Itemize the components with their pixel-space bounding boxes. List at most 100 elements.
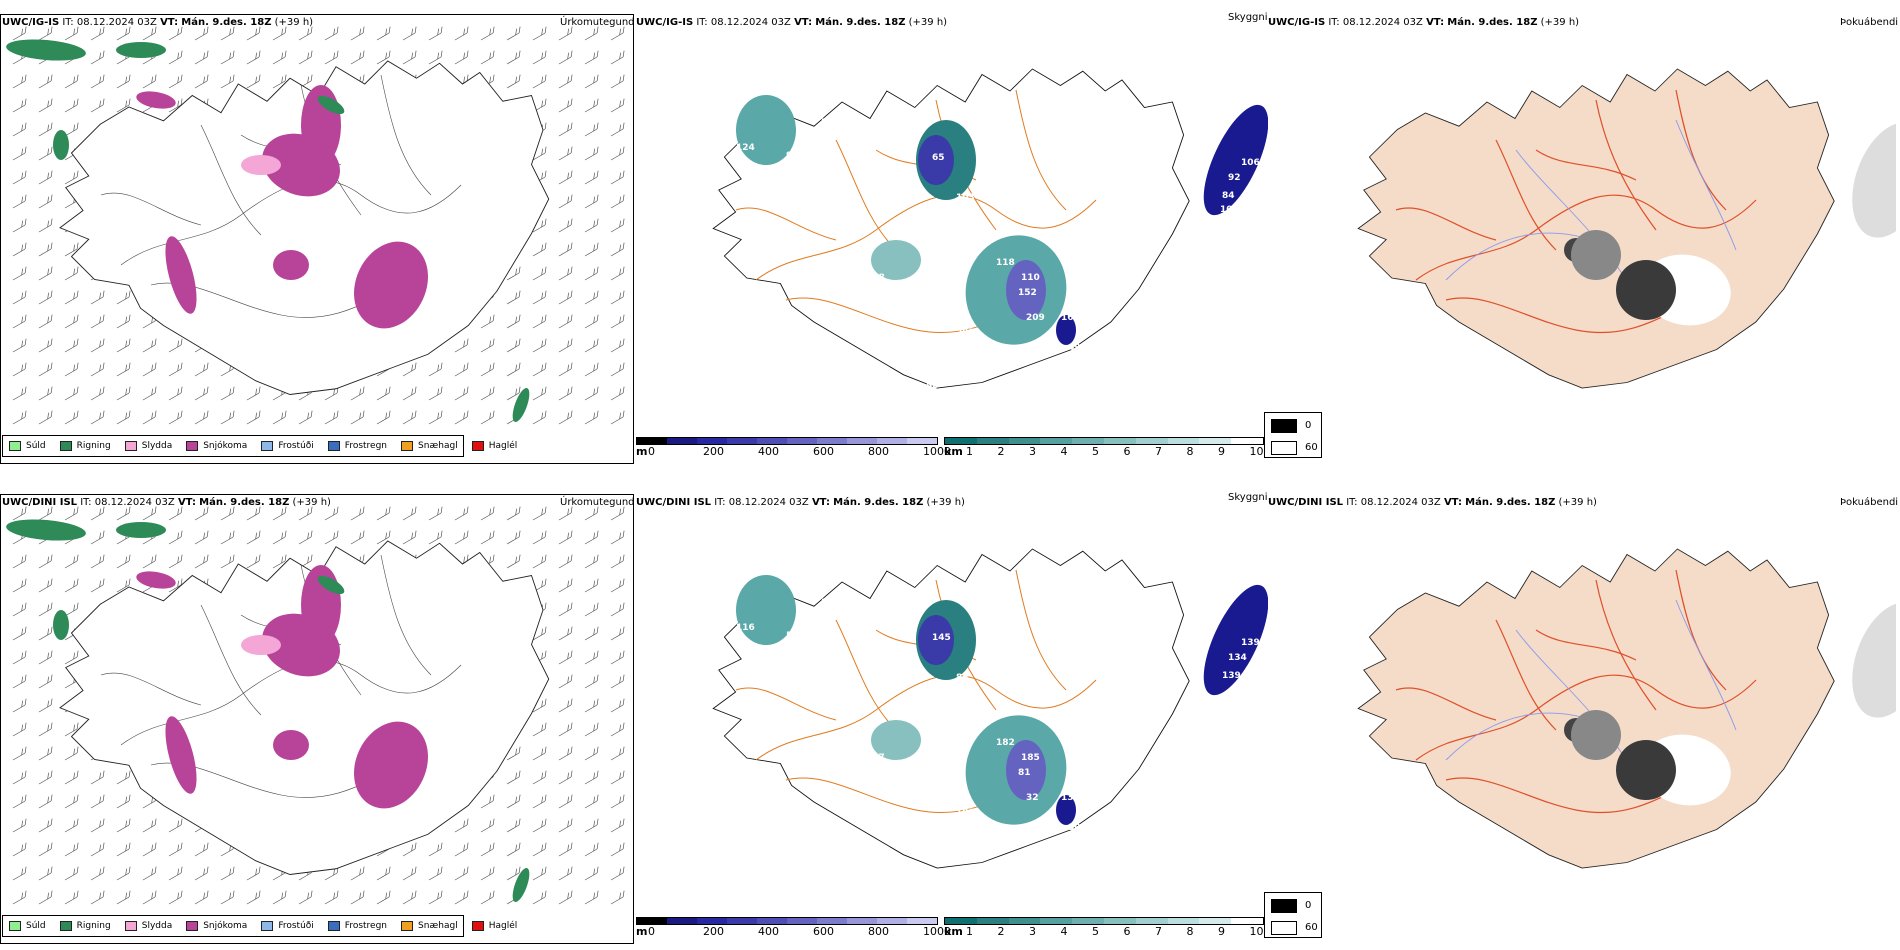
it-value: 08.12.2024 03Z (1360, 497, 1441, 508)
precip-type-map (0, 494, 634, 944)
ceiling-tick: 1000 (923, 925, 951, 938)
ceiling-value: 110 (1021, 273, 1040, 283)
ceiling-unit: m (636, 445, 648, 458)
it-value: 08.12.2024 03Z (710, 17, 791, 28)
ceiling-value: 145 (932, 633, 951, 643)
precip-legend-item: Súld (9, 921, 46, 931)
precip-legend-item: Rigning (59, 441, 111, 451)
precip-legend-item: Slydda (124, 441, 173, 451)
ceiling-unit: m (636, 925, 648, 938)
legend-swatch (59, 441, 72, 451)
precip-panel-title: Úrkomutegund (560, 497, 635, 508)
fog-legend-label: 60 (1305, 442, 1318, 453)
legend-label: Snjókoma (203, 441, 248, 451)
visibility-tick: 9 (1218, 925, 1225, 938)
ceiling-colorbar-strip (636, 917, 938, 925)
it-label: IT: (80, 497, 92, 508)
legend-label: Haglél (488, 921, 518, 931)
fog-legend-swatch (1271, 899, 1297, 913)
ceiling-value: 49 (1068, 343, 1081, 353)
visibility-map: 290 517 124 95 76 28 65 103 43 92 59 58 158 118 110 152… (636, 30, 1268, 430)
ceiling-value: 152 (1018, 288, 1037, 298)
fog-legend-label: 0 (1305, 420, 1312, 431)
model-name: UWC/DINI ISL (1268, 497, 1344, 508)
visibility-colorbar: km 1 2 3 4 5 6 7 8 9 10 (944, 917, 1264, 941)
legend-label: Slydda (141, 441, 173, 451)
ceiling-tick: 600 (813, 445, 834, 458)
ceiling-value: 237 (866, 753, 885, 763)
ceiling-tick: 600 (813, 925, 834, 938)
legend-label: Snjókoma (203, 921, 248, 931)
ceiling-tick: 400 (758, 445, 779, 458)
fog-panel-header: UWC/DINI ISL IT: 08.12.2024 03Z VT: Mán.… (1268, 497, 1597, 509)
fog-legend-swatch (1271, 921, 1297, 935)
ceiling-value: 76 (901, 153, 914, 163)
precip-legend-item: Frostregn (327, 441, 388, 451)
ceiling-value: 182 (996, 738, 1015, 748)
fog-panel-title: Þokuábendi (1840, 17, 1899, 28)
vt-value: Mán. 9.des. 18Z (833, 497, 924, 508)
precip-legend-item: Snjókoma (186, 441, 247, 451)
ceiling-value: 73 (901, 633, 914, 643)
it-value: 08.12.2024 03Z (1342, 17, 1423, 28)
precip-legend: Súld Rigning Slydda Snjókoma Frostúði Frostre… (2, 915, 517, 937)
ceiling-value: 183 (928, 735, 947, 745)
it-label: IT: (62, 17, 74, 28)
ceiling-value: 70 (896, 708, 909, 718)
lead-time: (+39 h) (1540, 17, 1580, 28)
ceiling-value: 116 (736, 623, 755, 633)
legend-label: Haglél (488, 441, 518, 451)
ceiling-value: 65 (932, 153, 945, 163)
visibility-unit: km (944, 445, 963, 458)
precip-panel-title: Úrkomutegund (560, 17, 635, 28)
visibility-tick: 8 (1186, 445, 1194, 458)
visibility-tick: 2 (997, 445, 1005, 458)
ceiling-tick: 400 (758, 925, 779, 938)
ceiling-tick: 200 (703, 445, 724, 458)
ceiling-colorbar-strip (636, 437, 938, 445)
sea-ceiling-value: 139 (1241, 638, 1260, 648)
fog-panel-title: Þokuábendi (1840, 497, 1899, 508)
visibility-tick: 6 (1123, 445, 1131, 458)
ceiling-value: 23 (871, 648, 884, 658)
lead-time: (+39 h) (274, 17, 314, 28)
precip-panel-header: UWC/DINI ISL IT: 08.12.2024 03Z VT: Mán.… (2, 497, 331, 509)
model-name: UWC/IG-IS (2, 17, 60, 28)
visibility-tick: 5 (1092, 925, 1099, 938)
visibility-tick: 5 (1092, 445, 1099, 458)
precip-legend-item: Snæhagl (401, 441, 458, 451)
visibility-panel-title: Skyggni (1228, 492, 1268, 503)
legend-swatch (327, 441, 340, 451)
ceiling-value: 132 (821, 598, 840, 608)
ceiling-colorbar: m 0 200 400 600 800 1000 (636, 917, 951, 941)
fog-legend: 0 60 (1264, 412, 1322, 458)
ceiling-value: 517 (821, 118, 840, 128)
lead-time: (+39 h) (908, 17, 948, 28)
fog-legend-swatch (1271, 419, 1297, 433)
ceiling-value: 103 (956, 193, 975, 203)
ceiling-value: 124 (736, 143, 755, 153)
ceiling-value: 100 (956, 808, 975, 818)
legend-label: Slydda (141, 921, 173, 931)
sea-ceiling-value: 139 (1222, 671, 1241, 681)
lead-time: (+39 h) (1558, 497, 1597, 508)
vt-label: VT: (177, 497, 196, 508)
legend-label: Súld (26, 921, 46, 931)
fog-map (1296, 510, 1896, 910)
precip-legend-item: Snæhagl (401, 921, 458, 931)
visibility-tick: 2 (997, 925, 1005, 938)
visibility-tick: 4 (1060, 925, 1068, 938)
precip-legend-item: Rigning (59, 921, 111, 931)
ceiling-value: 118 (996, 258, 1015, 268)
ceiling-value: 81 (1018, 768, 1031, 778)
precip-panel-header: UWC/IG-IS IT: 08.12.2024 03Z VT: Mán. 9.… (2, 17, 313, 29)
legend-swatch (401, 921, 414, 931)
ceiling-value: 290 (761, 83, 780, 93)
visibility-tick: 4 (1060, 445, 1068, 458)
legend-swatch (59, 921, 72, 931)
ceiling-value: 158 (866, 273, 885, 283)
ceiling-value: 509 (786, 631, 805, 641)
ceiling-tick: 800 (868, 925, 889, 938)
legend-label: Frostregn (344, 441, 388, 451)
precip-legend-item: Slydda (124, 921, 173, 931)
